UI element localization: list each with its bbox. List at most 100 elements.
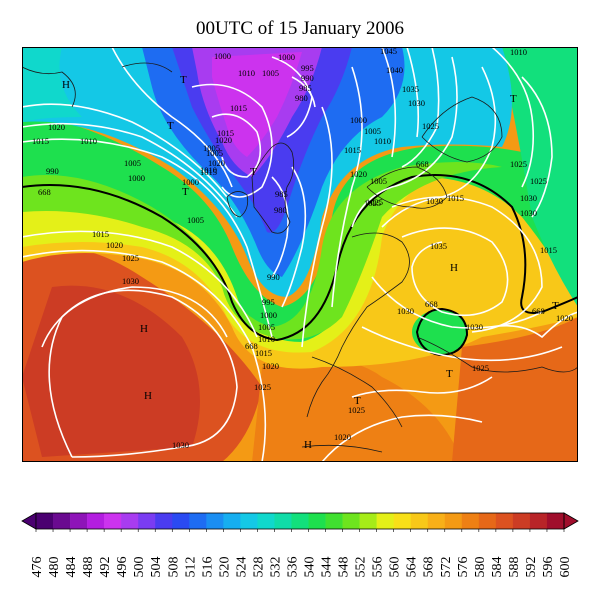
isobar-label: 1015: [230, 103, 247, 113]
isobar-label: 990: [46, 166, 59, 176]
colorbar-tick-label: 560: [388, 557, 403, 578]
isobar-label: 1005: [262, 68, 279, 78]
isobar-label: 980: [274, 205, 287, 215]
colorbar-swatch: [410, 513, 429, 529]
isobar-label: 1000: [182, 177, 199, 187]
contour-668-label: 668: [245, 341, 258, 351]
colorbar-swatch: [427, 513, 446, 529]
isobar-label: 995: [262, 297, 275, 307]
high-marker: H: [140, 323, 148, 335]
colorbar-frame: [35, 512, 565, 530]
isobar-label: 1030: [408, 98, 425, 108]
field-fill-green-east: [502, 47, 578, 307]
isobar-label: 1020: [106, 240, 123, 250]
colorbar-swatch: [53, 513, 71, 529]
low-marker: T: [250, 166, 257, 178]
low-marker: T: [354, 395, 361, 407]
contour-668-label: 668: [38, 187, 51, 197]
isobar-label: 1010: [510, 47, 527, 57]
colorbar-swatch: [444, 513, 463, 529]
colorbar-tick-label: 572: [439, 557, 454, 578]
isobar-label: 1030: [466, 322, 483, 332]
isobar-label: 1025: [348, 405, 365, 415]
isobar-label: 1020: [215, 135, 232, 145]
isobar-label: 1000: [260, 310, 277, 320]
isobar-label: 1015: [255, 348, 272, 358]
isobar-label: 1000: [214, 51, 231, 61]
field-fill-red-core: [22, 285, 200, 457]
high-marker: H: [62, 79, 70, 91]
isobar-label: 1035: [402, 84, 419, 94]
isobar-label: 1030: [172, 440, 189, 450]
colorbar-swatch: [121, 513, 139, 529]
isobar-label: 1010: [258, 334, 275, 344]
isobar-labels: 1000 1010 1005 1000 995 990 985 980 1045…: [32, 47, 573, 450]
colorbar-swatch: [325, 513, 343, 529]
field-fill-magenta: [212, 52, 302, 157]
colorbar-swatch: [155, 513, 173, 529]
isobar-label: 1035: [430, 241, 447, 251]
colorbar-tick-label: 532: [268, 557, 283, 578]
isobar-label: 1000: [128, 173, 145, 183]
field-fill-teal: [22, 47, 82, 122]
colorbar-tick-label: 584: [490, 557, 505, 578]
colorbar-swatch: [393, 513, 412, 529]
isobar-label: 1025: [254, 382, 271, 392]
colorbar-tick-label: 568: [422, 557, 437, 578]
low-marker: T: [182, 186, 189, 198]
colorbar-tick-label: 596: [541, 557, 556, 578]
isobar-label: 1005: [203, 143, 220, 153]
isobar-label: 990: [301, 73, 314, 83]
isobar-label: 1015: [92, 229, 109, 239]
isobar-label: 1015: [540, 245, 557, 255]
weather-map: 1000 1010 1005 1000 995 990 985 980 1045…: [22, 47, 578, 462]
isobar-label: 1020: [48, 122, 65, 132]
colorbar: 476 480 484 488 492 496 500 504 508 512 516 520 524 5…: [16, 507, 584, 595]
colorbar-swatch: [291, 513, 309, 529]
colorbar-swatch: [376, 513, 394, 529]
colorbar-tick-label: 488: [81, 557, 96, 578]
isobar-label: 1025: [366, 197, 383, 207]
isobar-label: 1005: [187, 215, 204, 225]
isobar-label: 1020: [556, 313, 573, 323]
colorbar-swatch: [342, 513, 360, 529]
colorbar-tick-label: 576: [456, 557, 471, 578]
isobar-label: 1045: [380, 47, 397, 56]
isobar-label: 1020: [262, 361, 279, 371]
colorbar-swatch: [478, 513, 497, 529]
isobar-label: 1015: [32, 136, 49, 146]
isobar-label: 1010: [374, 136, 391, 146]
isobar-label: 1000: [350, 115, 367, 125]
isobar-label: 1020: [334, 432, 351, 442]
colorbar-swatch: [495, 513, 514, 529]
colorbar-tick-label: 580: [473, 557, 488, 578]
isobar-label: 1020: [208, 158, 225, 168]
colorbar-swatch: [206, 513, 224, 529]
colorbar-swatch: [308, 513, 326, 529]
isobar-label: 1015: [344, 145, 361, 155]
colorbar-tick-label: 548: [337, 557, 352, 578]
isobar-label: 1030: [520, 208, 537, 218]
low-marker: T: [552, 300, 559, 312]
colorbar-swatch: [529, 513, 548, 529]
colorbar-tick-label: 556: [371, 557, 386, 578]
colorbar-swatch: [36, 513, 54, 529]
colorbar-tick-label: 544: [320, 557, 335, 578]
isobar-label: 1005: [206, 148, 223, 158]
isobar-label: 985: [275, 189, 288, 199]
isobar-label: 1025: [364, 198, 381, 208]
isobar-label: 1025: [122, 253, 139, 263]
colorbar-tick-label: 512: [183, 557, 198, 578]
contour-668-line: [22, 174, 578, 342]
colorbar-swatch: [461, 513, 480, 529]
colorbar-tick-label: 564: [405, 557, 420, 578]
isobar-label: 1020: [350, 169, 367, 179]
colorbar-tick-label: 508: [166, 557, 181, 578]
colorbar-swatch: [70, 513, 88, 529]
colorbar-swatch: [240, 513, 258, 529]
colorbar-swatch: [359, 513, 377, 529]
colorbar-swatch: [87, 513, 105, 529]
isobar-label: 1030: [426, 196, 443, 206]
colorbar-max-arrow: [563, 512, 579, 530]
colorbar-tick-label: 480: [47, 557, 62, 578]
